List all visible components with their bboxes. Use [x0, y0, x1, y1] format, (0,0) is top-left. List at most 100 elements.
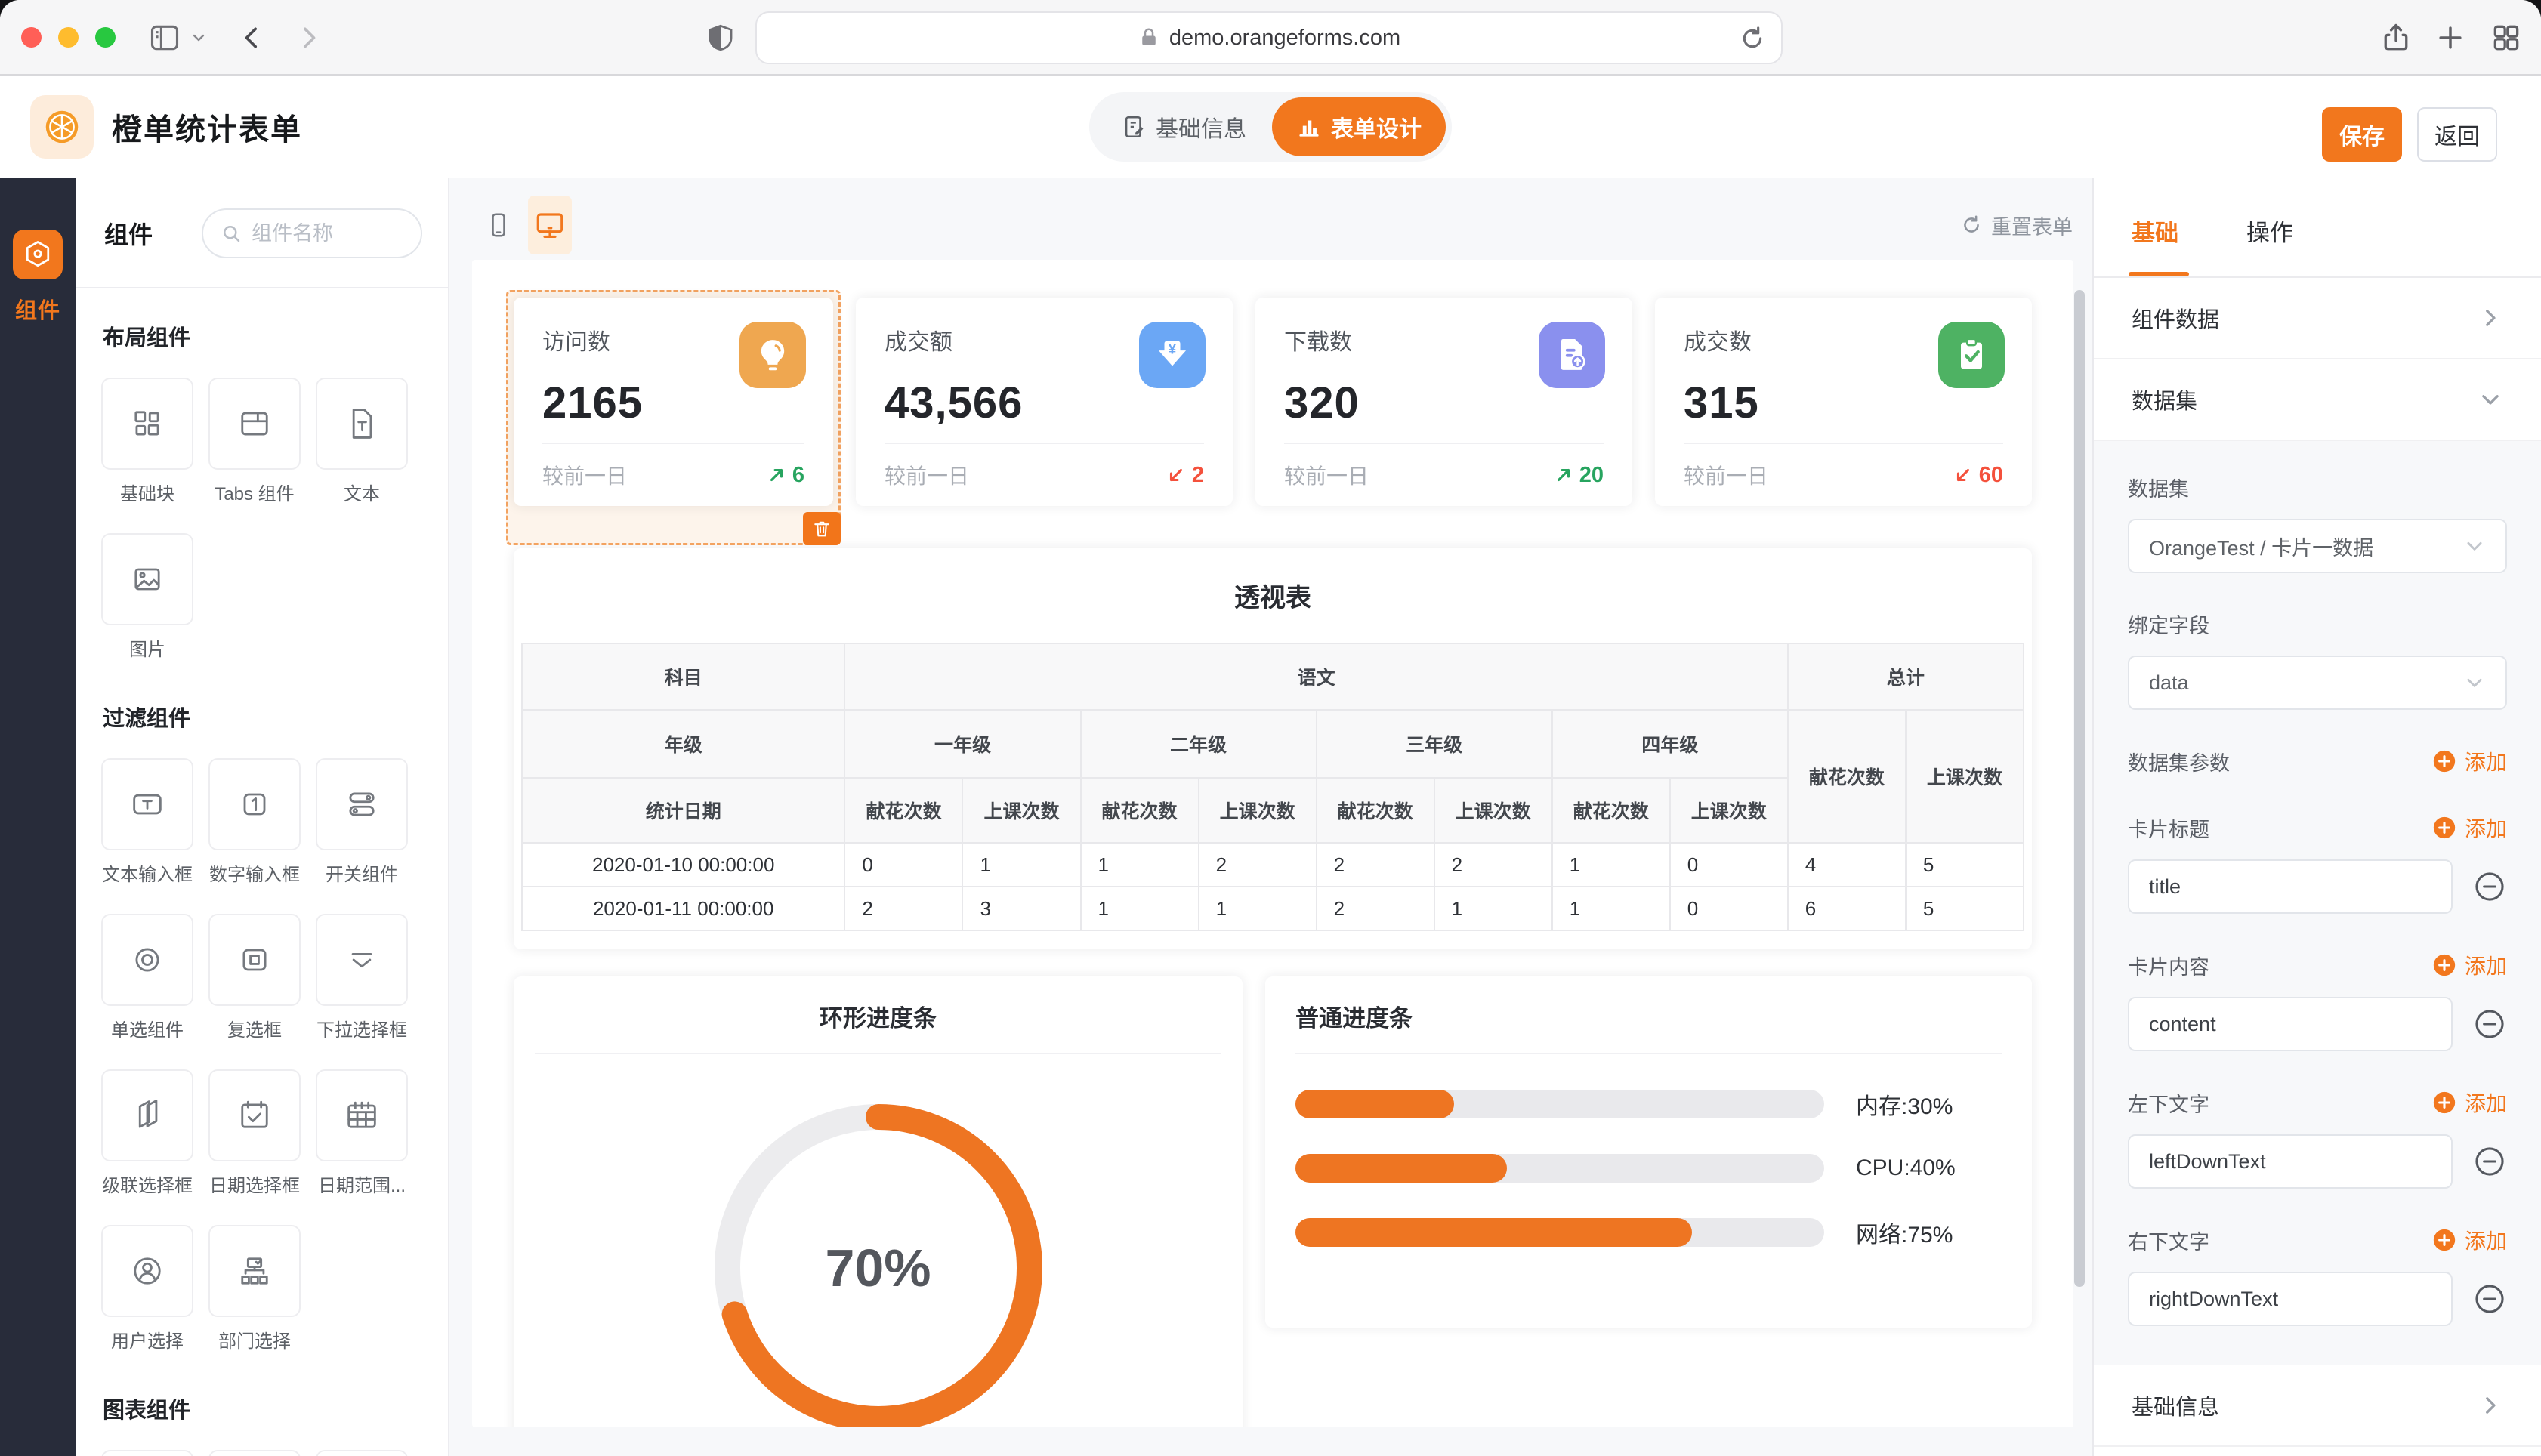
component-search[interactable] — [202, 208, 422, 258]
canvas-scrollbar[interactable] — [2074, 290, 2085, 1287]
component-item[interactable]: 开关组件 — [316, 758, 408, 885]
pivot-value-cell: 2 — [1315, 886, 1435, 931]
input-title[interactable]: title — [2128, 859, 2453, 914]
minimize-window-button[interactable] — [58, 27, 79, 48]
tab-basic[interactable]: 基础 — [2129, 214, 2189, 276]
select-card[interactable] — [316, 914, 408, 1006]
save-button[interactable]: 保存 — [2322, 107, 2402, 162]
component-item[interactable]: 下拉选择框 — [316, 914, 408, 1041]
component-item[interactable]: 文本 — [316, 378, 408, 504]
radio-card[interactable] — [101, 914, 193, 1006]
image-card[interactable] — [101, 533, 193, 625]
checkbox-card[interactable] — [208, 914, 301, 1006]
sidebar-toggle-icon[interactable] — [145, 18, 184, 57]
add-button[interactable]: 添加 — [2431, 746, 2507, 776]
compare-label: 较前一日 — [1684, 464, 1769, 488]
component-item-label: 文本输入框 — [102, 865, 193, 885]
stat-card[interactable]: 下载数 320 较前一日 20 — [1255, 298, 1632, 506]
tabs-card[interactable] — [208, 378, 301, 470]
text-card[interactable] — [316, 378, 408, 470]
component-item[interactable]: 单选组件 — [101, 914, 193, 1041]
department-card[interactable] — [208, 1225, 301, 1317]
forward-icon[interactable] — [289, 18, 328, 57]
chart-icon — [1299, 120, 1319, 137]
pivot-value-cell: 6 — [1786, 886, 1907, 931]
back-icon[interactable] — [233, 18, 272, 57]
component-item[interactable]: 复选框 — [208, 914, 301, 1041]
bar-chart-card[interactable] — [208, 1450, 301, 1456]
date-range-card[interactable] — [316, 1069, 408, 1161]
add-button[interactable]: 添加 — [2431, 813, 2507, 843]
component-item[interactable]: 用户选择 — [101, 1225, 193, 1352]
url-bar[interactable]: demo.orangeforms.com — [755, 11, 1783, 64]
add-button[interactable]: 添加 — [2431, 950, 2507, 980]
number-input-card[interactable] — [208, 758, 301, 850]
components-rail-button[interactable] — [13, 230, 63, 279]
delta-up: 6 — [767, 463, 804, 488]
shield-icon[interactable] — [701, 18, 740, 57]
new-tab-icon[interactable] — [2431, 18, 2470, 57]
component-item[interactable]: 日期选择框 — [208, 1069, 301, 1196]
remove-button[interactable] — [2472, 869, 2507, 904]
sidebar-chevron-icon[interactable] — [186, 18, 211, 57]
share-icon[interactable] — [2376, 18, 2416, 57]
component-item[interactable]: 级联选择框 — [101, 1069, 193, 1196]
tab-form-design[interactable]: 表单设计 — [1272, 97, 1446, 156]
cascader-card[interactable] — [101, 1069, 193, 1161]
add-button[interactable]: 添加 — [2431, 1087, 2507, 1118]
component-item[interactable]: 基础块 — [101, 378, 193, 504]
ring-progress-card[interactable]: 环形进度条 70% — [514, 976, 1243, 1427]
input-content[interactable]: content — [2128, 997, 2453, 1051]
stat-card[interactable]: 访问数 2165 较前一日 6 — [514, 298, 833, 506]
blocks-card[interactable] — [101, 378, 193, 470]
component-item[interactable]: 部门选择 — [208, 1225, 301, 1352]
component-item[interactable]: Tabs 组件 — [208, 378, 301, 504]
remove-button[interactable] — [2472, 1007, 2507, 1041]
tab-overview-icon[interactable] — [2487, 18, 2526, 57]
user-card[interactable] — [101, 1225, 193, 1317]
component-item[interactable] — [208, 1450, 301, 1456]
component-item[interactable]: 日期范围... — [316, 1069, 408, 1196]
tab-basic-info[interactable]: 基础信息 — [1095, 97, 1272, 156]
component-search-input[interactable] — [252, 221, 403, 245]
component-item[interactable]: 数字输入框 — [208, 758, 301, 885]
stat-card-footer: 较前一日 2 — [885, 443, 1204, 506]
delete-component-button[interactable] — [803, 512, 841, 545]
tab-actions[interactable]: 操作 — [2246, 220, 2293, 246]
remove-button[interactable] — [2472, 1144, 2507, 1179]
mobile-preview-button[interactable] — [480, 196, 517, 254]
component-item[interactable]: 图片 — [101, 533, 193, 660]
stat-card[interactable]: 成交数 315 较前一日 60 — [1655, 298, 2032, 506]
properties-row-组件数据[interactable]: 组件数据 — [2094, 278, 2541, 359]
component-item[interactable]: 文本输入框 — [101, 758, 193, 885]
switch-card[interactable] — [316, 758, 408, 850]
stat-card[interactable]: 成交额 43,566 ¥ 较前一日 2 — [856, 298, 1233, 506]
input-leftDownText[interactable]: leftDownText — [2128, 1134, 2453, 1189]
pivot-value-cell: 0 — [1669, 842, 1789, 887]
component-item[interactable] — [316, 1450, 408, 1456]
linear-progress-card[interactable]: 普通进度条 内存:30% CPU:40% 网络:75% — [1265, 976, 2032, 1328]
properties-row-label: 数据集 — [2132, 390, 2198, 414]
properties-row-数据集[interactable]: 数据集 — [2094, 359, 2541, 441]
zoom-window-button[interactable] — [95, 27, 116, 48]
reload-icon[interactable] — [1737, 23, 1768, 54]
selected-component-wrapper[interactable]: 访问数 2165 较前一日 6 — [506, 290, 841, 545]
pivot-table-card[interactable]: 透视表 科目 语文 总计 年级 一年级 二年级 三年级 四年级 献花次数 上课次数 统计日期 献花次数… — [514, 548, 2032, 949]
input-rightDownText[interactable]: rightDownText — [2128, 1272, 2453, 1326]
line-chart-card[interactable] — [101, 1450, 193, 1456]
text-input-card[interactable] — [101, 758, 193, 850]
back-button[interactable]: 返回 — [2417, 107, 2497, 162]
desktop-preview-button[interactable] — [528, 196, 572, 254]
reset-form-button[interactable]: 重置表单 — [1959, 211, 2073, 240]
add-button[interactable]: 添加 — [2431, 1225, 2507, 1255]
properties-row-基础信息[interactable]: 基础信息 — [2094, 1365, 2541, 1447]
close-window-button[interactable] — [21, 27, 42, 48]
select-绑定字段[interactable]: data — [2128, 656, 2507, 710]
select-数据集[interactable]: OrangeTest / 卡片一数据 — [2128, 519, 2507, 573]
remove-button[interactable] — [2472, 1282, 2507, 1316]
pie-chart-card[interactable] — [316, 1450, 408, 1456]
date-card[interactable] — [208, 1069, 301, 1161]
component-item[interactable] — [101, 1450, 193, 1456]
blocks-icon — [128, 404, 167, 443]
properties-row-图表设置[interactable]: 图表设置 — [2094, 1447, 2541, 1456]
